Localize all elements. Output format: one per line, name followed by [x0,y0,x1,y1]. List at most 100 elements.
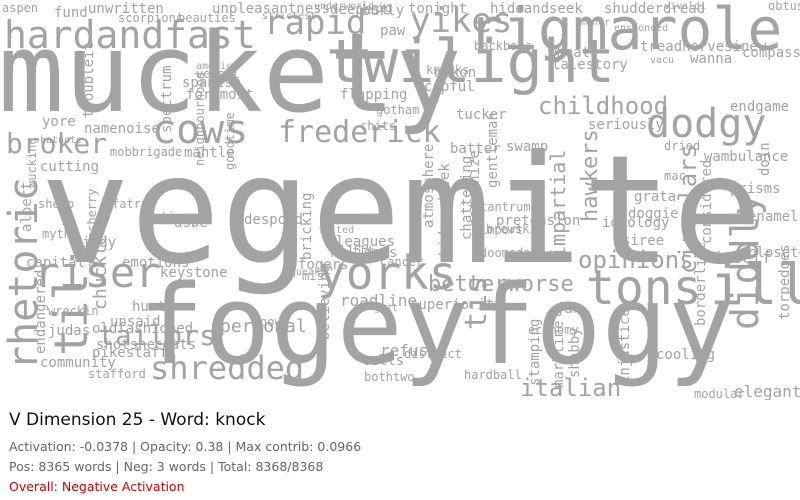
cloud-word: vegemite [40,124,763,298]
cloud-word: hardandfast [4,13,256,57]
cloud-word: foremost [186,87,254,103]
cloud-word: considered [699,159,715,244]
cloud-word: stafford [88,367,146,381]
cloud-word: economy [528,323,579,337]
cloud-word: hatnote [40,135,83,146]
cloud-word: refused [380,341,448,360]
cloud-word: fund [54,5,88,21]
cloud-word: cells [362,353,405,369]
cloud-word: broker [6,127,108,160]
cloud-word: pretension [496,213,581,229]
cloud-word: wheat [548,45,591,61]
cloud-word: vacu [650,55,675,66]
cloud-word: yikes [410,1,513,41]
cloud-word: burly [362,3,405,19]
cloud-word: yorks [318,246,457,300]
cloud-word: tailors [98,319,217,352]
cloud-word: grata [634,189,677,205]
cloud-word: impartial [546,149,570,258]
cloud-word: cows [152,107,249,153]
cloud-word: leagues [336,234,396,250]
cloud-word: betterworse [428,272,574,297]
cloud-word: troubleit [81,42,97,118]
cloud-word: unwritten [88,1,164,17]
cloud-word: cutting [40,159,100,175]
cloud-word: patronize [467,150,483,226]
cloud-word: rapid [264,3,367,43]
cloud-word: mist [302,269,331,283]
cloud-word: closeted [748,245,800,261]
cloud-word: fitted [318,225,355,236]
cloud-word: district [404,347,462,361]
cloud-word: knocks [426,63,470,77]
cloud-word: underworld [314,1,375,12]
cloud-word: import [480,223,524,237]
cloud-word: modular [694,387,745,400]
cloud-word: capital [26,255,86,271]
cloud-word: siree [622,233,665,249]
cloud-word: dodgy [646,101,767,147]
cloud-word: wucking [25,137,39,188]
cloud-word: shredded [150,349,305,387]
cloud-word: goodtime [223,112,237,170]
cloud-word: mantle [184,145,235,161]
cloud-word: namenoise [84,121,160,137]
cloud-word: spanish [182,75,242,91]
cloud-word: ensconced [614,23,669,34]
cloud-word: compass [742,45,800,61]
cloud-word: fogeyfogy [138,261,735,389]
cloud-word: enamel [748,209,799,225]
cloud-word: wambulance [704,149,789,165]
cloud-word: gowk [260,315,289,329]
cloud-word: tread [640,39,683,55]
cloud-word: pikestaff [92,345,168,361]
cloud-word: giddy [74,235,117,251]
cloud-word: italian [520,374,622,400]
cloud-word: roadline [340,291,418,310]
word-count-stats: Pos: 8365 words | Neg: 3 words | Total: … [9,459,324,474]
cloud-word: swamp [506,139,549,155]
cloud-word: mythe [42,227,79,241]
cloud-word: cancer [380,255,424,269]
cloud-word: nervesinew [682,39,767,55]
cloud-word: beauties [178,11,236,25]
cloud-word: riser [34,248,161,297]
cloud-word: ideology [602,215,670,231]
cloud-word: hideandseek [490,1,583,17]
cloud-word: nikon [434,65,477,81]
cloud-word: vessel [196,67,240,81]
cloud-word: strictest [262,11,317,22]
cloud-word: aspen [2,1,39,15]
cloud-word: keystone [160,265,228,281]
word-cloud: vegemite muckety fogeyfogy twilight rigmarol… [0,0,800,400]
cloud-word: spectrum [159,65,175,133]
cloud-word: brewski [486,222,537,236]
cloud-word: unpleasantness [212,1,331,17]
cloud-word: endgame [730,99,790,115]
cloud-word: bothtwo [364,370,415,384]
cloud-word: prisms [730,181,781,197]
cloud-word: yore [42,114,76,130]
cloud-word: mac [664,169,686,183]
cloud-word: judas [48,323,91,339]
cloud-word: squeaky [284,267,327,278]
cloud-word: atmosphere [421,143,437,228]
cloud-word: frederick [278,115,441,150]
cloud-word: fatrag [112,197,156,211]
cloud-word: paw [380,23,406,39]
cloud-word: emotions [122,255,190,271]
cloud-word: queensberry [85,188,99,268]
cloud-word: albert [19,181,35,232]
overall-status: Overall: Negative Activation [9,479,185,494]
cloud-word: seriously [588,117,664,133]
cloud-word: duties [146,210,190,224]
cloud-word: hideandgeek [437,163,453,256]
cloud-word: doomsday [480,246,538,260]
cloud-word: muckety [0,9,462,137]
cloud-word: backbone [474,39,532,53]
cloud-word: cooling [656,347,716,363]
cloud-word: batter [450,141,501,157]
cloud-word: borderline [693,241,709,326]
cloud-word: wanna [690,51,733,67]
cloud-word: deepest [330,2,390,18]
